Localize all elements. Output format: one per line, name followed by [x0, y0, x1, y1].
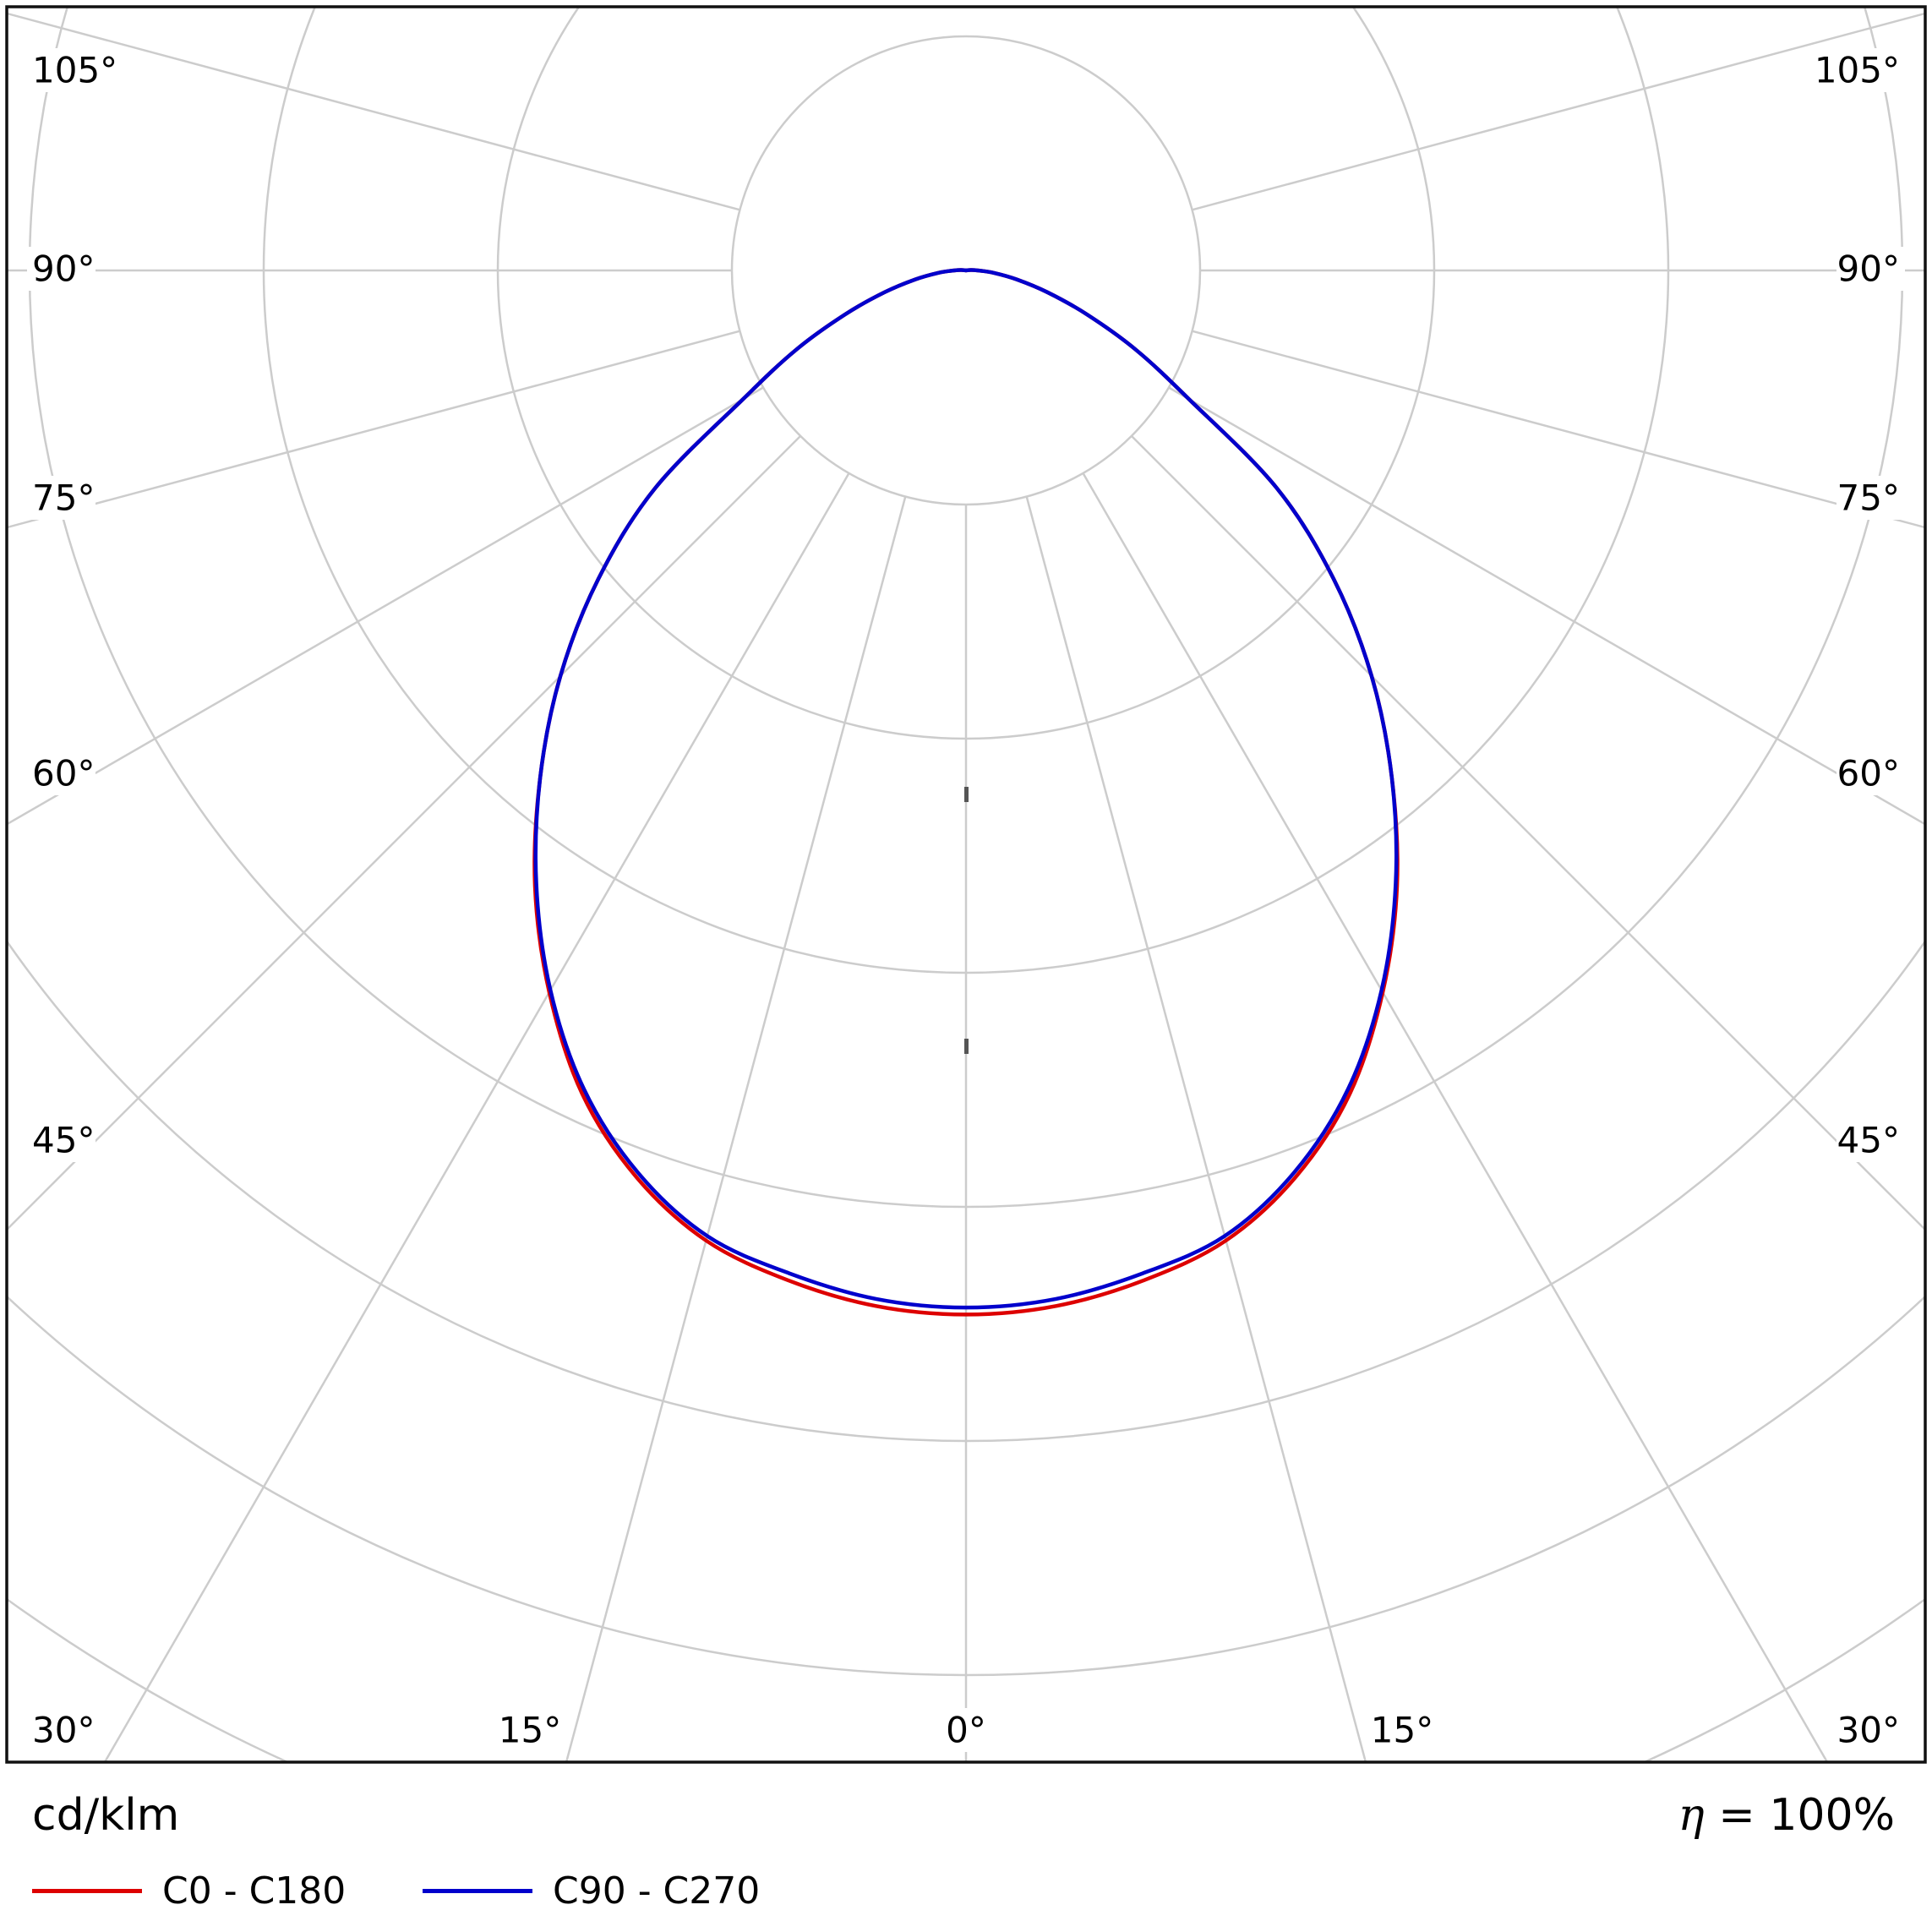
- grid-ray-plus15: [1025, 496, 1367, 1762]
- legend-swatch-c0-c180: [32, 1888, 142, 1893]
- grid-ray-plus30: [1082, 472, 1829, 1762]
- angle-label-backing: [27, 1118, 96, 1162]
- grid-ray-minus45: [7, 434, 802, 1231]
- plot-border: [5, 5, 1927, 1764]
- angle-label-backing: [27, 1708, 96, 1752]
- eta-symbol: η: [1678, 1790, 1705, 1841]
- angle-label-backing: [1836, 1118, 1905, 1162]
- angle-label-15°: 15°: [1371, 1710, 1433, 1751]
- angle-label-15°: 15°: [499, 1710, 561, 1751]
- angle-label-60°: 60°: [32, 753, 95, 794]
- angle-label-0°: 0°: [946, 1710, 986, 1751]
- efficiency-label: η = 100%: [1678, 1790, 1895, 1841]
- angle-label-backing: [27, 751, 96, 795]
- angle-labels: 105° 90° 75° 60° 45° 105° 90° 75° 60° 45° 30° 15° 0°…: [27, 48, 1905, 1752]
- grid-ray-minus60: [7, 386, 764, 826]
- angle-label-backing: [27, 247, 96, 291]
- grid-ray-minus15: [565, 496, 907, 1762]
- grid-ray-minus30: [103, 472, 850, 1762]
- grid-ray-plus75: [1192, 330, 1925, 529]
- angle-label-45°: 45°: [32, 1120, 95, 1161]
- grid-ray-minus75: [7, 330, 740, 529]
- angle-label-backing: [495, 1708, 565, 1752]
- angle-label-backing: [1836, 751, 1905, 795]
- angle-label-75°: 75°: [32, 478, 95, 519]
- angle-label-45°: 45°: [1837, 1120, 1900, 1161]
- legend-item-c0-c180: C0 - C180: [32, 1868, 346, 1913]
- efficiency-value: = 100%: [1718, 1790, 1895, 1841]
- axis-scale-tick-1: [964, 1039, 969, 1054]
- angle-label-backing: [1817, 48, 1905, 92]
- angle-label-backing: [1836, 476, 1905, 520]
- angle-label-backing: [941, 1708, 991, 1752]
- angle-label-30°: 30°: [1837, 1710, 1900, 1751]
- angle-label-backing: [27, 48, 115, 92]
- angle-label-30°: 30°: [32, 1710, 95, 1751]
- angle-label-backing: [1367, 1708, 1437, 1752]
- angle-label-backing: [27, 476, 96, 520]
- angle-label-backing: [1836, 1708, 1905, 1752]
- grid-ray-plus60: [1168, 386, 1925, 826]
- angle-label-90°: 90°: [32, 248, 95, 290]
- legend-swatch-c90-c270: [423, 1888, 532, 1893]
- grid-ray-minus105: [7, 12, 740, 211]
- grid-ray-plus45: [1130, 434, 1925, 1231]
- grid-ray-plus105: [1192, 12, 1925, 211]
- angle-label-105°: 105°: [1815, 50, 1900, 91]
- axis-scale-tick-0: [964, 787, 969, 802]
- angle-label-105°: 105°: [32, 50, 117, 91]
- angle-label-60°: 60°: [1837, 753, 1900, 794]
- legend-item-c90-c270: C90 - C270: [423, 1868, 760, 1913]
- angle-label-75°: 75°: [1837, 478, 1900, 519]
- units-label: cd/klm: [32, 1790, 180, 1841]
- curve-c90-c270: [533, 268, 1399, 1310]
- angle-label-90°: 90°: [1837, 248, 1900, 290]
- angle-label-backing: [1836, 247, 1905, 291]
- legend-label-c0-c180: C0 - C180: [162, 1869, 347, 1913]
- legend-label-c90-c270: C90 - C270: [553, 1869, 761, 1913]
